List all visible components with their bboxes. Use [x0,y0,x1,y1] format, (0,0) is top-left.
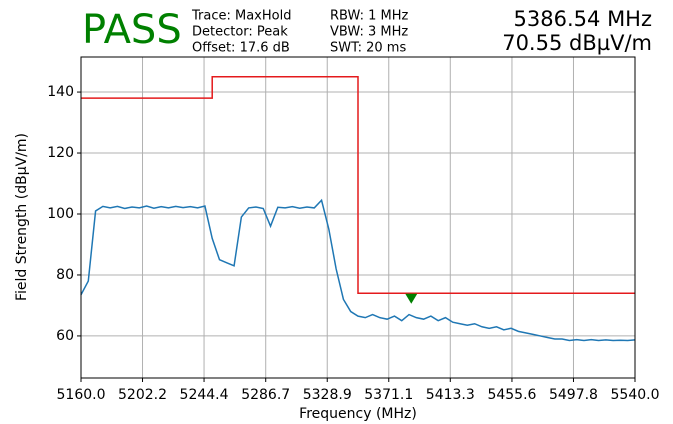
x-axis-label: Frequency (MHz) [299,406,417,422]
y-axis-label: Field Strength (dBµV/m) [14,133,30,301]
y-tick-label: 120 [47,145,74,161]
x-tick-label: 5160.0 [57,387,106,403]
setting: VBW: 3 MHz [330,25,408,40]
marker-frequency: 5386.54 MHz [514,7,652,31]
setting: SWT: 20 ms [330,41,406,56]
x-tick-label: 5455.6 [487,387,536,403]
setting: Offset: 17.6 dB [192,41,290,56]
plot-frame [80,56,636,379]
marker [405,293,418,304]
setting: Trace: MaxHold [191,9,291,24]
setting: RBW: 1 MHz [330,9,408,24]
y-tick-label: 100 [47,206,74,222]
x-tick-label: 5371.1 [364,387,413,403]
x-tick-label: 5413.3 [426,387,475,403]
y-tick-label: 80 [56,267,74,283]
setting: Detector: Peak [192,25,288,40]
y-tick-label: 60 [56,328,74,344]
x-tick-label: 5202.2 [118,387,167,403]
series-line [80,198,636,342]
series-line [81,76,635,294]
x-tick-label: 5286.7 [241,387,290,403]
x-tick-label: 5244.4 [180,387,229,403]
status: PASS [82,7,182,53]
x-tick-label: 5540.0 [611,387,660,403]
x-tick-label: 5328.9 [303,387,352,403]
y-tick-label: 140 [47,84,74,100]
x-tick-label: 5497.8 [549,387,598,403]
marker-level: 70.55 dBµV/m [502,31,652,55]
